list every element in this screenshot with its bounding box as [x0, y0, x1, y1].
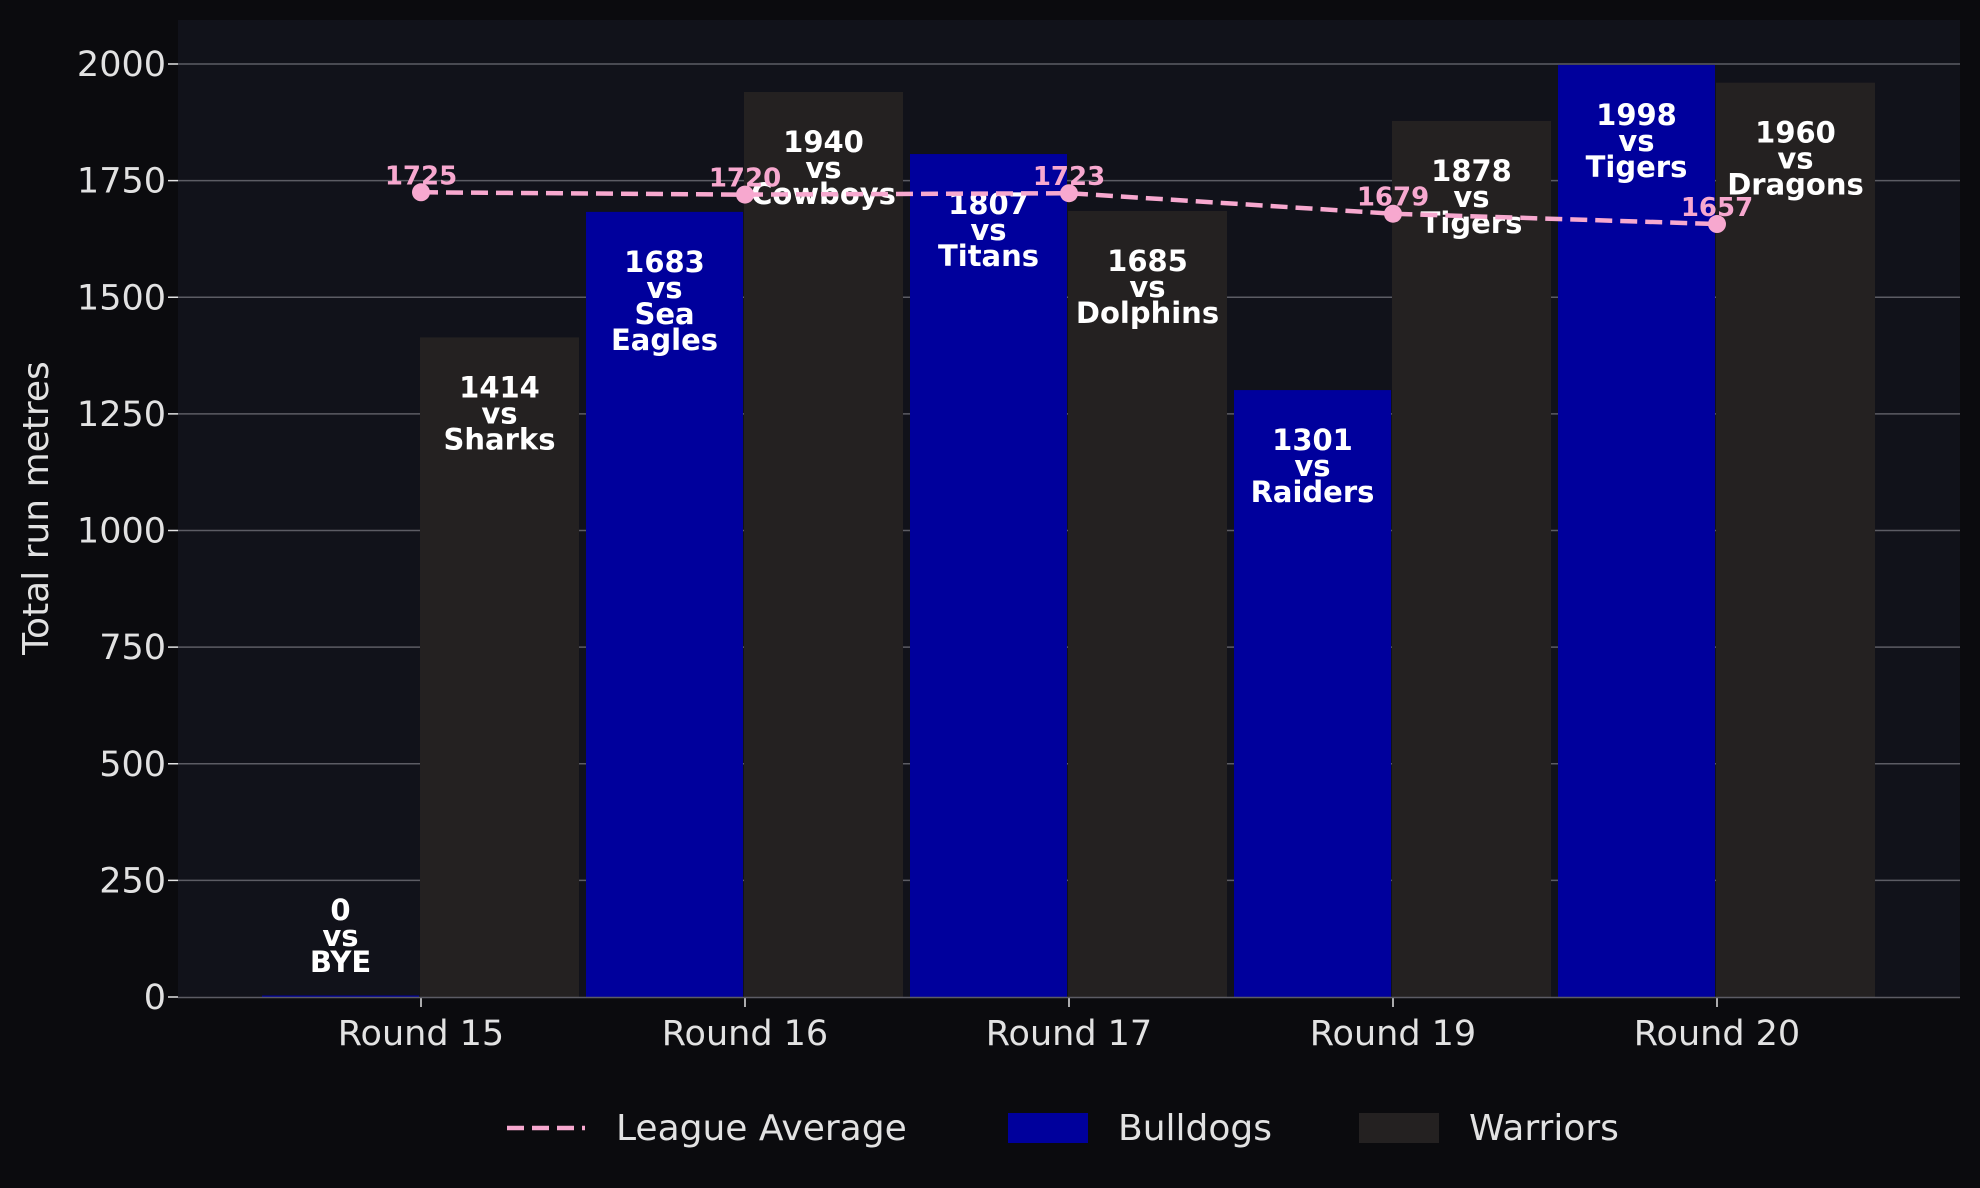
bar-label-line: Tigers — [1586, 150, 1688, 184]
bar-bulldogs — [586, 211, 743, 997]
y-tick-label: 250 — [99, 861, 166, 901]
legend-label-bulldogs: Bulldogs — [1118, 1108, 1272, 1149]
bar-label-line: 1960 — [1755, 116, 1836, 150]
bar-label-line: BYE — [310, 945, 371, 979]
bar-label-line: vs — [805, 151, 841, 185]
league-average-point — [1384, 204, 1402, 223]
bar-warriors — [1716, 82, 1875, 997]
bar-label-line: vs — [1294, 449, 1330, 483]
bar-label-line: 1683 — [624, 245, 705, 279]
legend-swatch-warriors — [1359, 1113, 1439, 1143]
bar-label-line: 1685 — [1107, 244, 1188, 278]
bar-label-line: 1940 — [783, 125, 864, 159]
legend: League Average Bulldogs Warriors — [507, 1108, 1619, 1149]
bar-labels: 0vsBYE1414vsSharks1683vsSeaEagles1940vsC… — [310, 98, 1864, 979]
y-tick-label: 1750 — [77, 162, 166, 202]
x-tick-label: Round 20 — [1634, 1014, 1800, 1054]
bar-label-line: 1414 — [459, 370, 540, 404]
y-axis-ticks: 0 250 500 750 1000 1250 1500 1750 2000 — [77, 45, 178, 1018]
league-average-point — [1708, 215, 1726, 234]
y-tick-label: 750 — [99, 628, 166, 668]
bar-label-line: Eagles — [611, 323, 718, 357]
bar-bulldogs — [262, 995, 419, 997]
league-average-label: 1679 — [1357, 183, 1429, 213]
y-axis-label: Total run metres — [16, 361, 57, 656]
bar-label-line: Dragons — [1727, 168, 1864, 202]
bar-label-line: vs — [1618, 124, 1654, 158]
x-tick-label: Round 17 — [986, 1014, 1152, 1054]
bar-label-line: Dolphins — [1076, 296, 1219, 330]
bar-label-line: Titans — [938, 239, 1039, 273]
bar-label-line: vs — [1129, 270, 1165, 304]
league-average-label: 1720 — [709, 164, 781, 194]
bar-label-line: 1998 — [1596, 98, 1677, 132]
bar-label-line: vs — [1777, 142, 1813, 176]
y-tick-label: 1000 — [77, 512, 166, 552]
bar-label-line: vs — [481, 396, 517, 430]
y-tick-label: 0 — [144, 978, 166, 1018]
bar-warriors — [1068, 210, 1227, 997]
bar-label-line: vs — [1453, 180, 1489, 214]
league-average-label: 1725 — [385, 161, 457, 191]
x-tick-label: Round 16 — [662, 1014, 828, 1054]
legend-label-warriors: Warriors — [1469, 1108, 1619, 1149]
y-tick-label: 2000 — [77, 45, 166, 85]
legend-swatch-bulldogs — [1008, 1113, 1088, 1143]
bar-bulldogs — [910, 154, 1067, 998]
bar-label-line: Sharks — [444, 422, 556, 456]
bar-bulldogs — [1234, 390, 1391, 997]
bar-warriors — [744, 91, 903, 998]
bar-label-line: vs — [646, 271, 682, 305]
bar-label-line: vs — [970, 213, 1006, 247]
bar-label-line: 1878 — [1431, 154, 1512, 188]
bar-label-line: 1301 — [1272, 423, 1353, 457]
league-average-point — [1060, 184, 1078, 203]
bars — [262, 64, 1875, 998]
bar-label-line: Sea — [634, 297, 694, 331]
x-axis-ticks: Round 15 Round 16 Round 17 Round 19 Round 20 — [338, 997, 1800, 1054]
league-average-label: 1657 — [1681, 193, 1753, 223]
y-tick-label: 1500 — [77, 278, 166, 318]
bar-label-line: 0 — [330, 893, 350, 927]
bar-label-line: Tigers — [1421, 206, 1523, 240]
bar-label-line: Raiders — [1251, 475, 1375, 509]
y-tick-label: 500 — [99, 745, 166, 785]
league-average-point — [412, 183, 430, 202]
league-average-label: 1723 — [1033, 162, 1105, 192]
league-average-point — [736, 185, 754, 204]
bar-warriors — [420, 337, 579, 997]
bar-warriors — [1392, 120, 1551, 997]
bar-label-line: vs — [322, 919, 358, 953]
x-tick-label: Round 15 — [338, 1014, 504, 1054]
league-average-line-path — [420, 190, 1718, 227]
legend-label-league-average: League Average — [616, 1108, 907, 1149]
y-tick-label: 1250 — [77, 395, 166, 435]
x-tick-label: Round 19 — [1310, 1014, 1476, 1054]
league-average-line: 1725 1720 1723 1679 1657 — [385, 161, 1753, 234]
